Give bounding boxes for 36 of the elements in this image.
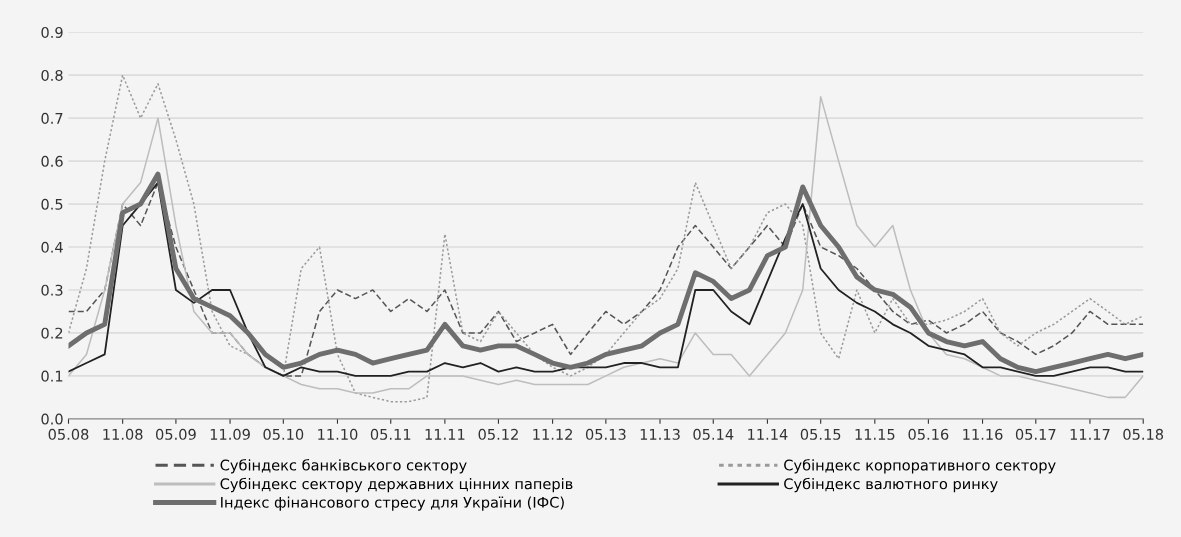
legend-label: Індекс фінансового стресу для України (ІФС): [221, 496, 564, 511]
legend-label: Субіндекс корпоративного сектору: [784, 459, 1056, 474]
y-tick-label: 0.9: [41, 26, 63, 38]
x-tick-label: 05.12: [478, 428, 518, 440]
y-tick-label: 0.0: [41, 413, 63, 425]
y-tick-label: 0.6: [41, 155, 63, 167]
y-tick-label: 0.4: [41, 241, 63, 253]
x-tick-label: 11.17: [1070, 429, 1110, 440]
x-tick-label: 05.11: [370, 428, 411, 440]
x-tick-label: 05.15: [800, 428, 841, 440]
x-tick-label: 05.16: [908, 428, 949, 440]
x-tick-label: 11.09: [210, 428, 250, 440]
x-tick-label: 05.18: [1123, 428, 1164, 440]
x-tick-label: 11.13: [640, 428, 680, 440]
y-tick-label: 0.7: [41, 112, 63, 124]
y-tick-label: 0.8: [41, 69, 63, 81]
x-tick-label: 05.08: [48, 428, 89, 440]
x-tick-label: 05.10: [263, 428, 304, 440]
legend-label: Субіндекс валютного ринку: [784, 477, 998, 493]
x-tick-label: 05.14: [693, 428, 734, 440]
x-tick-label: 11.14: [748, 429, 788, 440]
x-tick-label: 05.13: [585, 428, 626, 440]
y-tick-label: 0.2: [41, 327, 63, 339]
x-tick-label: 11.16: [963, 428, 1003, 440]
y-tick-label: 0.5: [41, 198, 63, 210]
x-tick-label: 11.10: [318, 428, 358, 440]
x-tick-label: 05.09: [156, 428, 196, 440]
x-tick-label: 11.11: [425, 429, 465, 440]
x-tick-label: 11.12: [533, 428, 572, 440]
x-tick-label: 11.15: [855, 429, 895, 440]
legend-label: Субіндекс банківського сектору: [220, 459, 467, 474]
x-tick-label: 11.08: [103, 428, 143, 440]
legend-label: Субіндекс сектору державних цінних паперів: [220, 477, 573, 493]
x-tick-label: 05.17: [1015, 428, 1056, 440]
y-tick-label: 0.1: [41, 370, 63, 382]
y-tick-label: 0.3: [41, 284, 63, 296]
